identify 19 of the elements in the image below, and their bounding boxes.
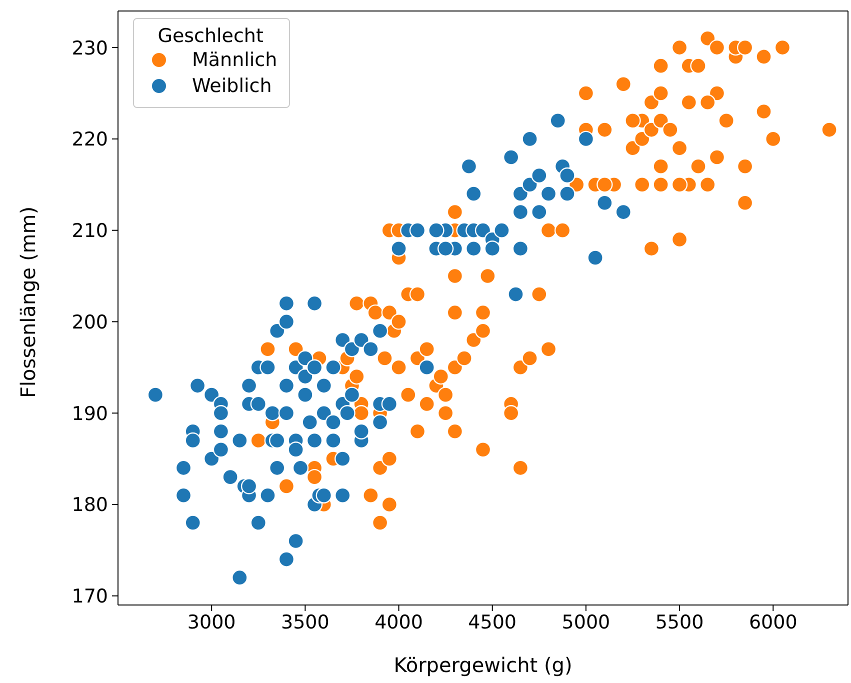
y-axis-title: Flossenlänge (mm): [16, 206, 40, 398]
legend-label: Männlich: [192, 49, 278, 71]
x-tick-label: 4000: [374, 611, 423, 634]
y-tick-label: 220: [72, 128, 108, 151]
legend-title: Geschlecht: [156, 25, 264, 47]
x-tick-label: 3000: [187, 611, 236, 634]
y-tick-label: 190: [72, 402, 108, 425]
y-tick-label: 170: [72, 586, 108, 608]
y-tick-label: 180: [72, 494, 108, 516]
x-axis-title: Körpergewicht (g): [394, 653, 572, 677]
x-tick-label: 5000: [562, 611, 610, 634]
y-tick-label: 210: [72, 220, 108, 242]
x-tick-label: 5500: [655, 611, 704, 634]
x-tick-label: 3500: [281, 611, 330, 634]
y-tick-label: 200: [72, 311, 108, 334]
y-tick-label: 230: [72, 37, 108, 60]
x-tick-label: 4500: [468, 611, 517, 634]
legend-label: Weiblich: [192, 75, 272, 97]
x-tick-label: 6000: [748, 611, 798, 634]
